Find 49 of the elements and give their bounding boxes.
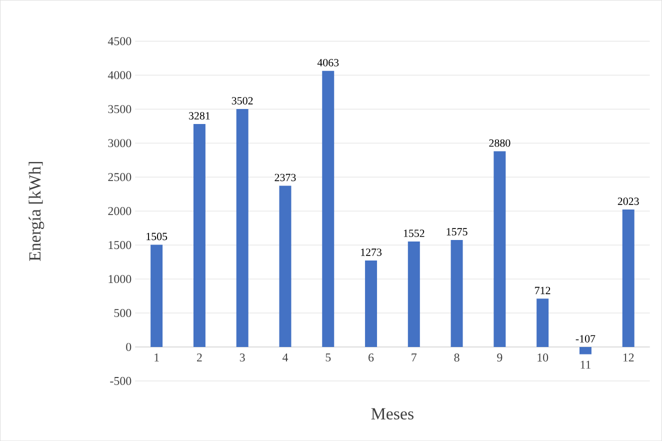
y-tick-label: 3500 — [108, 105, 132, 114]
x-tick-label: 2 — [197, 353, 202, 362]
bar — [622, 209, 634, 347]
x-tick-label: 7 — [412, 353, 417, 362]
bar — [279, 186, 292, 347]
bar — [150, 244, 163, 347]
data-label: 1575 — [446, 228, 468, 236]
bar — [193, 124, 206, 347]
y-tick-label: 1000 — [108, 274, 132, 283]
data-label: -107 — [576, 335, 596, 342]
bar — [236, 108, 248, 347]
y-tick-label: 1500 — [108, 240, 132, 250]
bar — [408, 241, 420, 347]
y-tick-label: 0 — [126, 342, 132, 351]
y-tick-label: 2000 — [108, 206, 132, 216]
x-tick-label: 9 — [497, 353, 502, 362]
bar — [536, 298, 549, 347]
data-label: 2023 — [618, 198, 639, 205]
y-axis-title: Energía [kWh] — [28, 162, 44, 261]
bar — [365, 260, 378, 347]
data-label: 2880 — [489, 139, 510, 147]
x-tick-label: 3 — [240, 353, 245, 362]
y-tick-label: 2500 — [108, 172, 132, 182]
x-tick-label: 1 — [154, 353, 159, 362]
x-tick-label: 5 — [326, 353, 331, 362]
x-tick-label: 8 — [454, 353, 460, 362]
y-tick-label: 500 — [114, 308, 132, 317]
x-axis-title: Meses — [371, 408, 414, 420]
x-tick-label: 6 — [368, 353, 374, 362]
data-label: 2373 — [274, 174, 296, 182]
bar — [494, 151, 506, 347]
data-label: 1505 — [146, 232, 168, 240]
y-tick-label: 4500 — [108, 37, 132, 46]
y-tick-label: -500 — [110, 376, 132, 385]
x-tick-label: 10 — [538, 353, 548, 362]
y-tick-label: 4000 — [108, 71, 132, 80]
data-label: 712 — [535, 286, 550, 294]
data-label: 1552 — [404, 230, 424, 237]
x-tick-label: 4 — [282, 353, 288, 362]
x-tick-label: 12 — [623, 353, 634, 362]
bar — [579, 346, 592, 354]
data-label: 4063 — [317, 58, 339, 66]
bar — [322, 70, 334, 347]
y-tick-label: 3000 — [108, 139, 132, 148]
data-label: 1273 — [361, 248, 382, 256]
bar — [450, 240, 463, 347]
data-label: 3502 — [232, 97, 253, 104]
x-tick-label: 11 — [580, 360, 591, 369]
data-label: 3281 — [189, 112, 210, 120]
